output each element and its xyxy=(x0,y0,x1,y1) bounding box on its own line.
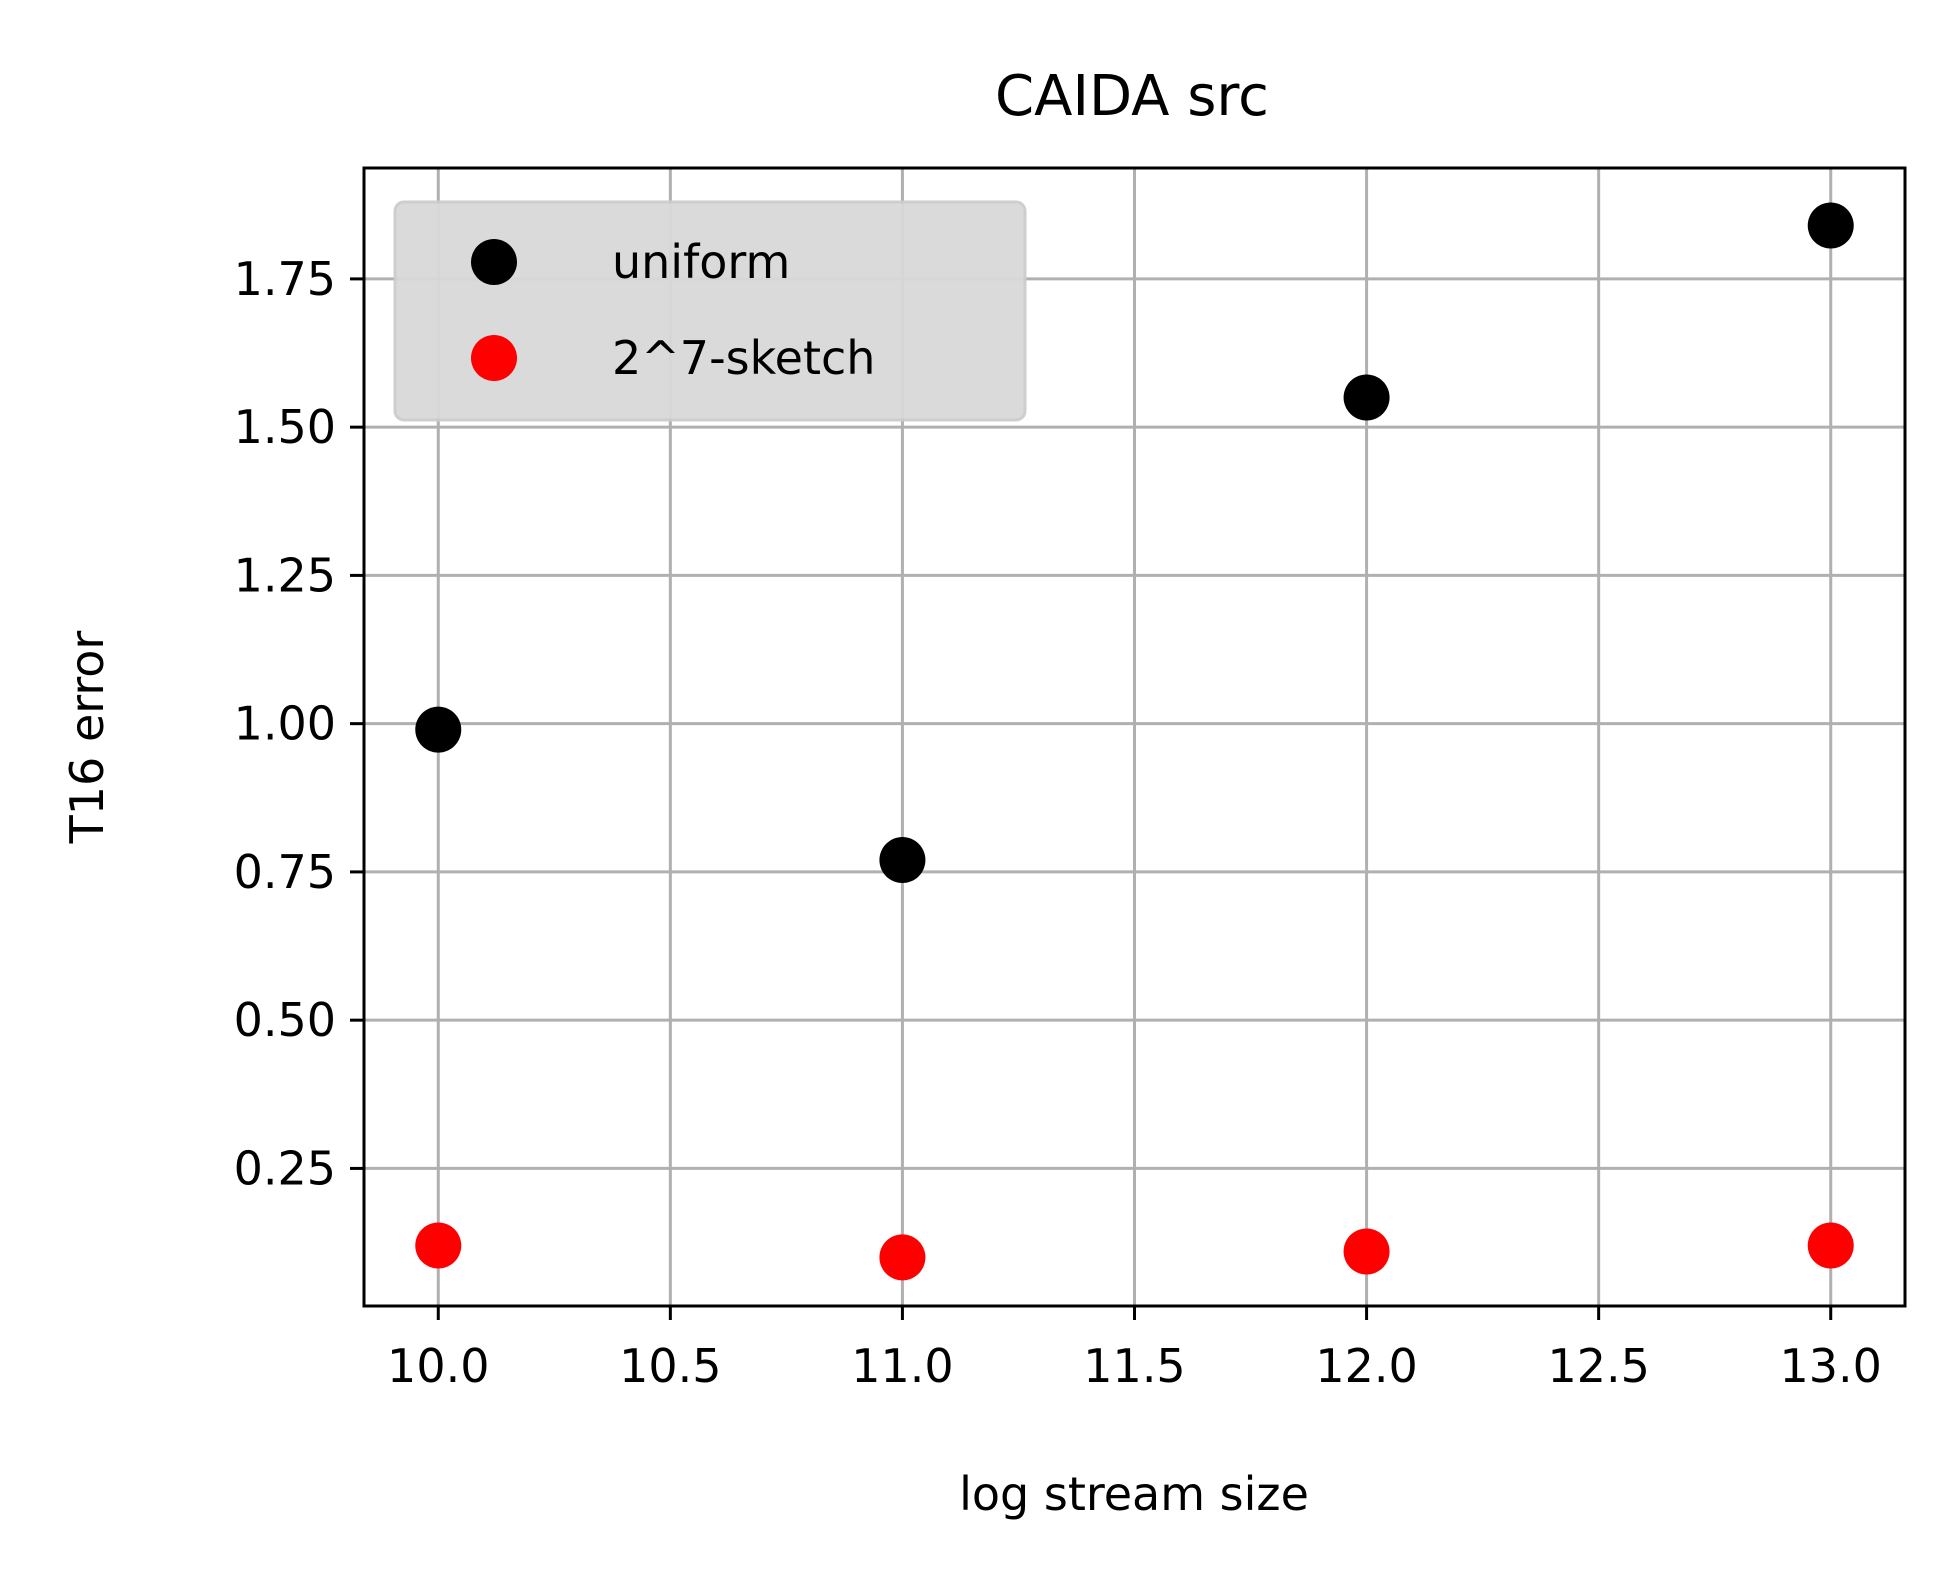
x-tick-label: 13.0 xyxy=(1780,1339,1882,1393)
legend-box xyxy=(393,200,1027,422)
point-sketch xyxy=(879,1234,926,1281)
y-tick-label: 1.25 xyxy=(234,548,336,602)
point-uniform xyxy=(1807,202,1854,249)
x-axis-label: log stream size xyxy=(959,1467,1309,1521)
point-sketch xyxy=(1343,1228,1390,1275)
point-uniform xyxy=(1343,374,1390,421)
y-tick-label: 1.50 xyxy=(234,400,336,454)
x-tick-label: 11.0 xyxy=(851,1339,953,1393)
point-sketch xyxy=(1807,1222,1854,1269)
chart-title: CAIDA src xyxy=(995,64,1269,129)
legend-label: uniform xyxy=(612,235,790,289)
y-tick-label: 1.00 xyxy=(234,697,336,751)
legend: uniform 2^7-sketch xyxy=(393,200,1027,422)
x-tick-label: 12.5 xyxy=(1547,1339,1649,1393)
legend-marker xyxy=(471,239,517,285)
y-tick-label: 0.25 xyxy=(234,1141,336,1195)
point-sketch xyxy=(415,1222,462,1269)
plot-frame xyxy=(362,166,1907,1308)
data-points xyxy=(415,202,1854,1281)
x-tick-label: 11.5 xyxy=(1083,1339,1185,1393)
y-tick-label: 1.75 xyxy=(234,252,336,306)
axis-ticks: 10.0 10.5 11.0 11.5 12.0 12.5 13.0 0.25 0.50 0.75… xyxy=(234,252,1882,1393)
y-tick-label: 0.50 xyxy=(234,993,336,1047)
x-tick-label: 10.0 xyxy=(387,1339,489,1393)
x-tick-label: 10.5 xyxy=(619,1339,721,1393)
legend-marker xyxy=(471,335,517,381)
y-tick-label: 0.75 xyxy=(234,845,336,899)
point-uniform xyxy=(879,837,926,884)
y-axis-label: T16 error xyxy=(60,631,114,845)
x-tick-label: 12.0 xyxy=(1315,1339,1417,1393)
legend-label: 2^7-sketch xyxy=(612,331,875,385)
point-uniform xyxy=(415,706,462,753)
